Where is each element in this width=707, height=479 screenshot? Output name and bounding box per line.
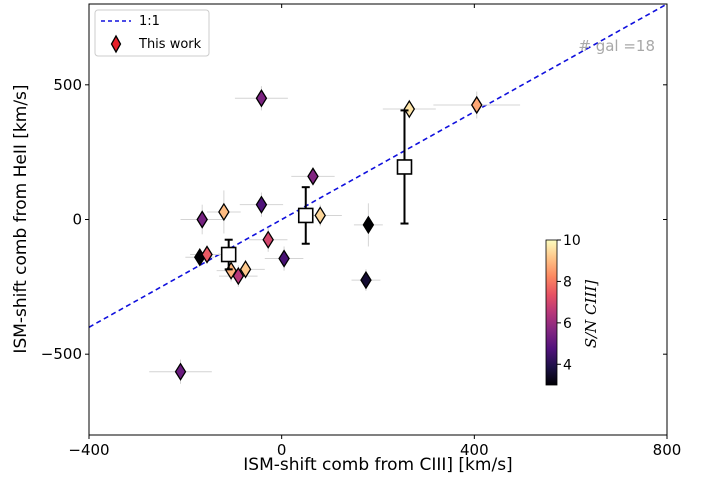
error-bars-layer (149, 86, 521, 384)
x-tick-label: −400 (68, 441, 109, 459)
x-tick-label: 400 (460, 441, 489, 459)
colorbar-ticks: 4 6 8 10 (557, 233, 581, 373)
data-point-diamond (239, 260, 252, 279)
data-point-diamond (278, 249, 290, 268)
legend: 1:1 This work (94, 9, 210, 57)
colorbar-gradient (545, 239, 558, 386)
data-point-diamond (262, 230, 274, 249)
x-axis-ticks: −400 0 400 800 (68, 4, 681, 459)
legend-label-this-work: This work (138, 37, 202, 52)
data-point-diamond (255, 89, 268, 108)
y-axis-ticks: −500 0 500 (41, 76, 667, 363)
data-point-diamond (360, 270, 372, 290)
y-tick-label: 500 (53, 76, 82, 94)
galaxy-count-annotation: # gal =18 (578, 37, 655, 55)
colorbar-tick-label: 4 (563, 357, 572, 373)
data-point-diamond (255, 195, 268, 214)
x-tick-label: 800 (653, 441, 682, 459)
y-tick-label: 0 (72, 211, 82, 229)
data-point-diamond (218, 202, 230, 222)
data-point-diamond (201, 245, 213, 264)
binned-point-square (396, 159, 413, 175)
data-point-diamond (362, 215, 375, 235)
data-point-diamond (314, 206, 326, 225)
colorbar-tick-label: 10 (563, 233, 581, 249)
data-point-diamond (232, 266, 245, 286)
x-axis-label: ISM-shift comb from CIII] [km/s] (243, 455, 512, 475)
binned-points-layer (220, 109, 413, 271)
data-points-layer (174, 89, 483, 381)
data-point-diamond (196, 210, 208, 229)
colorbar-tick-label: 8 (563, 274, 572, 290)
data-point-diamond (174, 362, 187, 381)
y-axis-label: ISM-shift comb from HeII [km/s] (11, 84, 31, 353)
legend-label-1to1: 1:1 (139, 14, 160, 29)
legend-diamond-swatch (110, 34, 122, 54)
binned-point-square (220, 246, 237, 263)
x-tick-label: 0 (277, 441, 287, 459)
colorbar: 4 6 8 10 S/N CIII] (545, 233, 600, 386)
colorbar-label: S/N CIII] (582, 280, 600, 348)
data-point-diamond (403, 99, 416, 119)
y-tick-label: −500 (41, 345, 82, 363)
data-point-diamond (307, 167, 319, 186)
colorbar-tick-label: 6 (563, 316, 572, 332)
binned-point-square (297, 207, 314, 224)
data-point-diamond (470, 95, 483, 115)
